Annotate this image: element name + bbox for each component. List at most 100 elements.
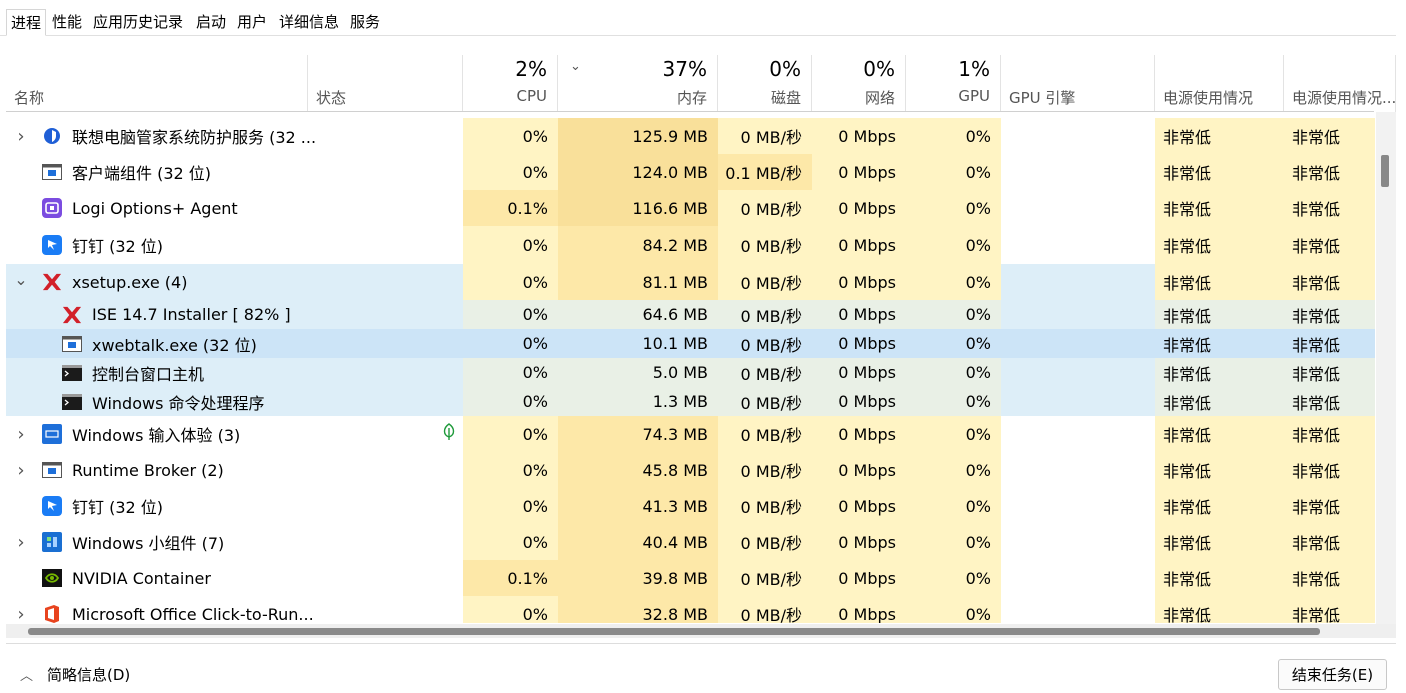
process-name: 钉钉 (32 位) [72,498,164,517]
process-row[interactable]: › Windows 输入体验 (3) 0% 74.3 MB 0 MB/秒 0 Mbps 0%… [6,416,1375,452]
chevron-right-icon[interactable]: › [17,125,25,147]
process-row[interactable]: › 联想电脑管家系统防护服务 (32 ... 0% 125.9 MB 0 MB/秒 0 M… [6,118,1375,154]
gpu-cell: 0% [906,264,1001,300]
process-name-cell: › Microsoft Office Click-to-Run... [6,596,462,623]
window-app-icon [42,162,62,182]
geng-cell [1001,264,1155,300]
header-divider [6,111,1374,112]
net-cell: 0 Mbps [812,329,906,358]
header-cpu[interactable]: 2% CPU [463,55,558,112]
chevron-right-icon[interactable]: › [17,459,25,481]
power-cell: 非常低 [1155,329,1284,358]
header-gpu-engine-label: GPU 引擎 [1009,89,1076,107]
vertical-scrollbar-thumb[interactable] [1381,155,1389,187]
process-row[interactable]: › Windows 小组件 (7) 0% 40.4 MB 0 MB/秒 0 Mbps 0% 非… [6,524,1375,560]
header-gpu-engine[interactable]: GPU 引擎 [1001,55,1155,112]
header-status[interactable]: 状态 [308,55,463,112]
chevron-right-icon[interactable]: › [17,423,25,445]
net-cell: 0 Mbps [812,154,906,190]
horizontal-scrollbar-thumb[interactable] [28,628,1320,635]
ptrend-cell: 非常低 [1284,560,1375,596]
mem-cell: 41.3 MB [558,488,718,524]
cpu-cell: 0% [463,154,558,190]
tab-divider [0,35,1396,36]
tab-bar: 进程 性能 应用历史记录 启动 用户 详细信息 服务 [0,0,1406,36]
chevron-up-icon: ︿ [20,669,34,684]
footer-divider [6,643,1396,644]
cpu-cell: 0% [463,524,558,560]
process-name: 钉钉 (32 位) [72,237,164,256]
gpu-cell: 0% [906,300,1001,329]
disk-cell: 0 MB/秒 [718,264,812,300]
mem-cell: 124.0 MB [558,154,718,190]
vertical-scrollbar[interactable] [1376,112,1396,624]
header-cpu-percent: 2% [515,57,547,81]
process-row[interactable]: 钉钉 (32 位) 0% 41.3 MB 0 MB/秒 0 Mbps 0% 非常低 非常低 [6,488,1375,524]
header-name[interactable]: 名称 [6,55,308,112]
power-cell: 非常低 [1155,118,1284,154]
cpu-cell: 0% [463,226,558,264]
tab-details[interactable]: 详细信息 [279,13,340,31]
child-process-row[interactable]: xwebtalk.exe (32 位) 0% 10.1 MB 0 MB/秒 0 Mbps… [6,329,1375,358]
header-power-usage-trend[interactable]: 电源使用情况... [1284,55,1396,112]
tab-services[interactable]: 服务 [350,13,381,31]
mem-cell: 64.6 MB [558,300,718,329]
process-row[interactable]: ⌄ xsetup.exe (4) 0% 81.1 MB 0 MB/秒 0 Mbps 0% 非常… [6,264,1375,300]
tab-users[interactable]: 用户 [237,13,268,31]
tab-app-history[interactable]: 应用历史记录 [93,13,184,31]
net-cell: 0 Mbps [812,596,906,623]
disk-cell: 0 MB/秒 [718,329,812,358]
tab-startup[interactable]: 启动 [196,13,227,31]
tab-processes[interactable]: 进程 [6,9,47,36]
header-power-usage[interactable]: 电源使用情况 [1155,55,1284,112]
disk-cell: 0 MB/秒 [718,118,812,154]
chevron-right-icon[interactable]: › [17,531,25,553]
geng-cell [1001,560,1155,596]
efficiency-leaf-icon [442,423,456,445]
header-disk[interactable]: 0% 磁盘 [718,55,812,112]
ptrend-cell: 非常低 [1284,190,1375,226]
gpu-cell: 0% [906,596,1001,623]
end-task-button[interactable]: 结束任务(E) [1278,659,1387,690]
process-name: Logi Options+ Agent [72,198,238,218]
ptrend-cell: 非常低 [1284,118,1375,154]
disk-cell: 0 MB/秒 [718,387,812,416]
tab-performance[interactable]: 性能 [52,13,83,31]
ptrend-cell: 非常低 [1284,300,1375,329]
process-row[interactable]: › Runtime Broker (2) 0% 45.8 MB 0 MB/秒 0 Mbps… [6,452,1375,488]
ptrend-cell: 非常低 [1284,154,1375,190]
geng-cell [1001,190,1155,226]
header-network-label: 网络 [864,89,895,107]
geng-cell [1001,596,1155,623]
office-icon [42,604,62,623]
child-process-row[interactable]: 控制台窗口主机 0% 5.0 MB 0 MB/秒 0 Mbps 0% 非常低 非常低 [6,358,1375,387]
process-row[interactable]: 客户端组件 (32 位) 0% 124.0 MB 0.1 MB/秒 0 Mbps 0% 非常… [6,154,1375,190]
header-gpu-percent: 1% [958,57,990,81]
cpu-cell: 0% [463,358,558,387]
cpu-cell: 0% [463,387,558,416]
chevron-down-icon[interactable]: ⌄ [14,270,28,289]
power-cell: 非常低 [1155,226,1284,264]
ptrend-cell: 非常低 [1284,452,1375,488]
chevron-right-icon[interactable]: › [17,603,25,624]
cpu-cell: 0% [463,452,558,488]
cpu-cell: 0% [463,264,558,300]
process-name: xwebtalk.exe (32 位) [92,335,257,355]
child-process-row[interactable]: ISE 14.7 Installer [ 82% ] 0% 64.6 MB 0 MB/… [6,300,1375,329]
power-cell: 非常低 [1155,300,1284,329]
horizontal-scrollbar[interactable] [6,624,1396,638]
disk-cell: 0 MB/秒 [718,452,812,488]
process-name-cell: › Runtime Broker (2) [6,452,462,488]
fewer-details-toggle[interactable]: ︿ 简略信息(D) [20,664,130,685]
header-network[interactable]: 0% 网络 [812,55,906,112]
process-row[interactable]: › Microsoft Office Click-to-Run... 0% 32.8 … [6,596,1375,623]
geng-cell [1001,329,1155,358]
process-name-cell: ISE 14.7 Installer [ 82% ] [6,300,462,329]
header-gpu[interactable]: 1% GPU [906,55,1001,112]
process-row[interactable]: NVIDIA Container 0.1% 39.8 MB 0 MB/秒 0 Mbps 0… [6,560,1375,596]
process-row[interactable]: 钉钉 (32 位) 0% 84.2 MB 0 MB/秒 0 Mbps 0% 非常低 非常低 [6,226,1375,264]
header-memory[interactable]: ⌄ 37% 内存 [558,55,718,112]
child-process-row[interactable]: Windows 命令处理程序 0% 1.3 MB 0 MB/秒 0 Mbps 0% 非常低非… [6,387,1375,416]
process-row[interactable]: Logi Options+ Agent 0.1% 116.6 MB 0 MB/秒 0 M… [6,190,1375,226]
process-name: 客户端组件 (32 位) [72,164,212,183]
